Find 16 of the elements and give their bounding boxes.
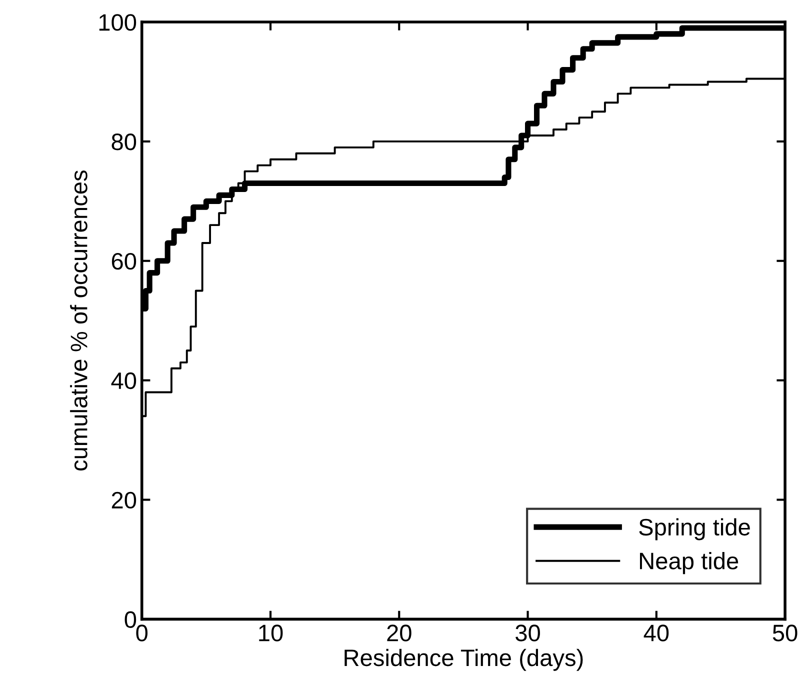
x-tick-label: 0 <box>136 624 148 642</box>
y-tick-label: 100 <box>99 14 136 31</box>
x-tick-label: 20 <box>387 624 412 642</box>
y-tick-label: 80 <box>112 134 136 150</box>
x-axis-title: Residence Time (days) <box>344 648 583 671</box>
y-tick-label: 20 <box>112 492 136 509</box>
x-tick-label: 40 <box>644 624 669 642</box>
legend-label: Spring tide <box>639 518 750 540</box>
y-tick-label: 0 <box>124 611 136 628</box>
y-axis-title: cumulative % of occurrences <box>70 170 88 471</box>
y-tick-label: 60 <box>112 252 136 270</box>
x-tick-label: 50 <box>772 624 798 642</box>
x-tick-label: 10 <box>259 624 283 642</box>
legend-label: Neap tide <box>640 552 738 574</box>
y-tick-label: 40 <box>111 372 136 390</box>
x-tick-label: 30 <box>516 624 540 642</box>
